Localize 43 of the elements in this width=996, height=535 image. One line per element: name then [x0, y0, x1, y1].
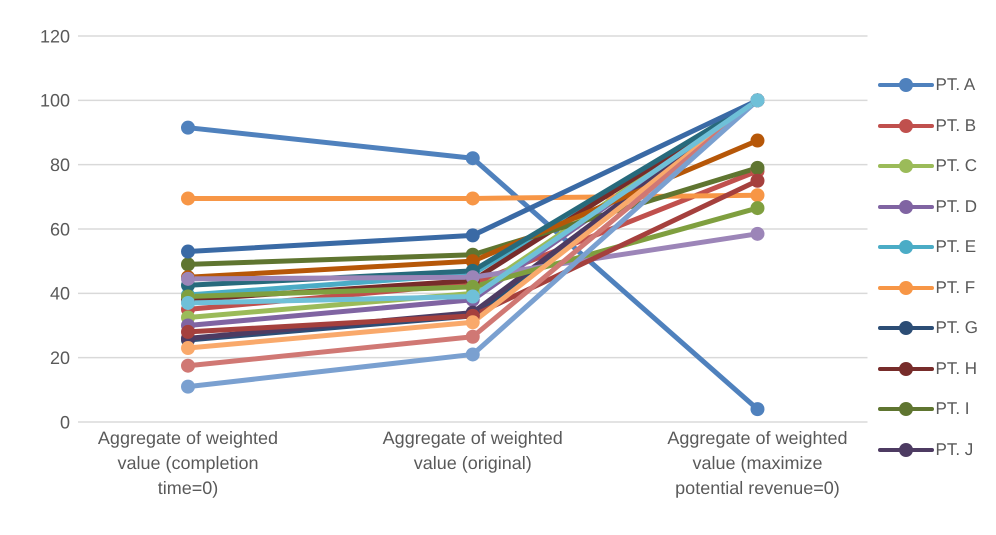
- point: [181, 244, 195, 259]
- legend-label: PT. A: [935, 75, 976, 96]
- point: [750, 201, 764, 216]
- legend-label: PT. F: [935, 278, 976, 298]
- y-tick-label: 40: [50, 284, 70, 304]
- point: [466, 347, 480, 362]
- legend-label: PT. B: [935, 116, 976, 136]
- legend-label: PT. J: [935, 440, 974, 460]
- point: [750, 226, 764, 241]
- y-tick-label: 80: [50, 155, 70, 176]
- point: [750, 134, 764, 148]
- legend-label: PT. I: [935, 399, 970, 420]
- point: [466, 290, 480, 304]
- y-tick-label: 60: [50, 219, 70, 240]
- point: [466, 191, 480, 206]
- point: [181, 191, 195, 206]
- point: [466, 228, 480, 242]
- y-tick-label: 120: [40, 26, 70, 46]
- x-tick-label: Aggregate of weighted value (original): [382, 428, 563, 473]
- y-tick-label: 100: [40, 90, 70, 111]
- legend-label: PT. H: [935, 358, 978, 379]
- point: [181, 296, 195, 310]
- point: [750, 402, 764, 416]
- point: [750, 160, 764, 175]
- point: [750, 188, 764, 202]
- y-tick-label: 20: [50, 348, 70, 368]
- point: [181, 120, 195, 135]
- point: [181, 380, 195, 394]
- point: [466, 151, 480, 166]
- point: [181, 324, 195, 339]
- legend-label: PT. E: [935, 237, 976, 258]
- y-tick-label: 0: [60, 412, 70, 432]
- point: [466, 315, 480, 330]
- legend-label: PT. C: [935, 156, 978, 176]
- point: [466, 330, 480, 344]
- x-tick-label: Aggregate of weighted value (maximize potential revenue=0): [667, 428, 848, 498]
- point: [181, 341, 195, 356]
- point: [181, 257, 195, 272]
- x-tick-label: Aggregate of weighted value (completion time=0): [98, 428, 278, 498]
- legend-label: PT. D: [935, 196, 978, 217]
- legend-label: PT. G: [935, 318, 978, 338]
- point: [181, 358, 195, 373]
- point: [750, 174, 764, 188]
